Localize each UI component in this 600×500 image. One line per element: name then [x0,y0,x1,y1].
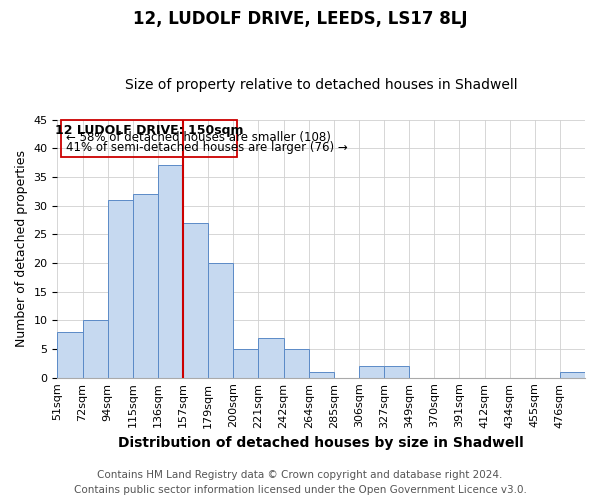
Bar [359,366,384,378]
Bar [384,366,409,378]
Bar [107,200,133,378]
Text: ← 58% of detached houses are smaller (108): ← 58% of detached houses are smaller (10… [66,131,331,144]
Text: 12, LUDOLF DRIVE, LEEDS, LS17 8LJ: 12, LUDOLF DRIVE, LEEDS, LS17 8LJ [133,10,467,28]
Bar [259,338,284,378]
Bar [58,332,83,378]
Bar [83,320,107,378]
Bar [233,349,259,378]
Bar [308,372,334,378]
Bar [284,349,308,378]
X-axis label: Distribution of detached houses by size in Shadwell: Distribution of detached houses by size … [118,436,524,450]
Bar [183,223,208,378]
Bar [61,120,237,157]
Text: 41% of semi-detached houses are larger (76) →: 41% of semi-detached houses are larger (… [66,141,348,154]
Bar [158,166,183,378]
Bar [133,194,158,378]
Bar [208,263,233,378]
Bar [560,372,585,378]
Text: 12 LUDOLF DRIVE: 150sqm: 12 LUDOLF DRIVE: 150sqm [55,124,244,137]
Title: Size of property relative to detached houses in Shadwell: Size of property relative to detached ho… [125,78,518,92]
Text: Contains HM Land Registry data © Crown copyright and database right 2024.
Contai: Contains HM Land Registry data © Crown c… [74,470,526,495]
Y-axis label: Number of detached properties: Number of detached properties [15,150,28,347]
